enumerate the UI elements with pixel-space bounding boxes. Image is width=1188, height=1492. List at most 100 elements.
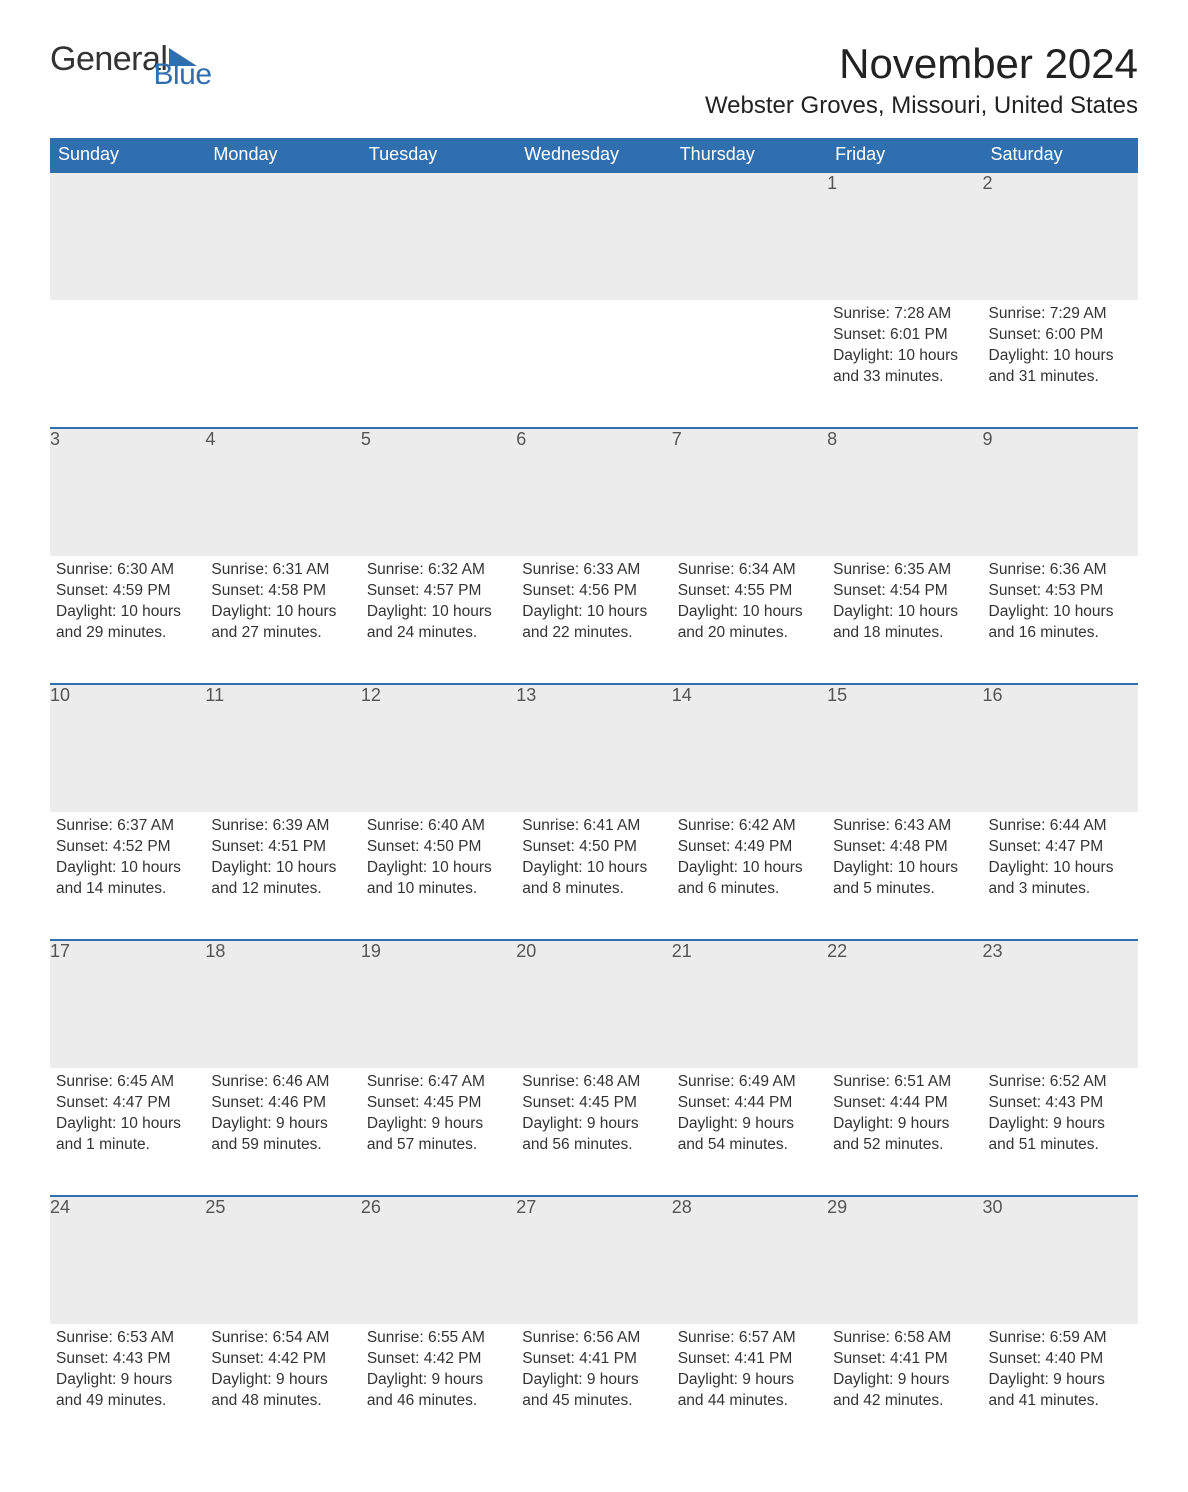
day-number: 12	[361, 684, 516, 812]
sunset-line: Sunset: 4:44 PM	[678, 1093, 821, 1114]
sunrise-line: Sunrise: 6:58 AM	[833, 1328, 976, 1349]
sunrise-line: Sunrise: 6:57 AM	[678, 1328, 821, 1349]
day-cell: Sunrise: 6:30 AMSunset: 4:59 PMDaylight:…	[50, 556, 205, 654]
sunrise-line: Sunrise: 6:53 AM	[56, 1328, 199, 1349]
sunrise-line: Sunrise: 6:34 AM	[678, 560, 821, 581]
day-number: 18	[205, 940, 360, 1068]
day-cell: Sunrise: 6:32 AMSunset: 4:57 PMDaylight:…	[361, 556, 516, 654]
sunset-line: Sunset: 6:01 PM	[833, 325, 976, 346]
day-number: 14	[672, 684, 827, 812]
calendar-cell: Sunrise: 6:34 AMSunset: 4:55 PMDaylight:…	[672, 556, 827, 684]
calendar-cell: Sunrise: 6:53 AMSunset: 4:43 PMDaylight:…	[50, 1324, 205, 1452]
sunset-line: Sunset: 6:00 PM	[989, 325, 1132, 346]
empty-cell	[205, 172, 360, 300]
day-number: 1	[827, 172, 982, 300]
sunrise-line: Sunrise: 6:55 AM	[367, 1328, 510, 1349]
empty-cell	[516, 300, 671, 428]
sunrise-line: Sunrise: 6:47 AM	[367, 1072, 510, 1093]
day-cell: Sunrise: 6:40 AMSunset: 4:50 PMDaylight:…	[361, 812, 516, 910]
day-cell: Sunrise: 6:58 AMSunset: 4:41 PMDaylight:…	[827, 1324, 982, 1422]
sunset-line: Sunset: 4:43 PM	[989, 1093, 1132, 1114]
sunrise-line: Sunrise: 6:59 AM	[989, 1328, 1132, 1349]
calendar-cell: Sunrise: 6:45 AMSunset: 4:47 PMDaylight:…	[50, 1068, 205, 1196]
daylight-line: Daylight: 10 hours and 33 minutes.	[833, 346, 976, 388]
calendar-cell: Sunrise: 6:40 AMSunset: 4:50 PMDaylight:…	[361, 812, 516, 940]
day-number: 15	[827, 684, 982, 812]
sunset-line: Sunset: 4:43 PM	[56, 1349, 199, 1370]
day-number: 2	[983, 172, 1138, 300]
sunset-line: Sunset: 4:45 PM	[367, 1093, 510, 1114]
day-number: 9	[983, 428, 1138, 556]
sunset-line: Sunset: 4:46 PM	[211, 1093, 354, 1114]
daylight-line: Daylight: 10 hours and 16 minutes.	[989, 602, 1132, 644]
daylight-line: Daylight: 9 hours and 49 minutes.	[56, 1370, 199, 1412]
day-cell: Sunrise: 6:36 AMSunset: 4:53 PMDaylight:…	[983, 556, 1138, 654]
day-cell: Sunrise: 6:48 AMSunset: 4:45 PMDaylight:…	[516, 1068, 671, 1166]
day-number: 21	[672, 940, 827, 1068]
daylight-line: Daylight: 10 hours and 5 minutes.	[833, 858, 976, 900]
empty-cell	[361, 172, 516, 300]
sunrise-line: Sunrise: 6:41 AM	[522, 816, 665, 837]
calendar-cell: Sunrise: 6:52 AMSunset: 4:43 PMDaylight:…	[983, 1068, 1138, 1196]
sunset-line: Sunset: 4:45 PM	[522, 1093, 665, 1114]
day-number: 13	[516, 684, 671, 812]
sunrise-line: Sunrise: 6:39 AM	[211, 816, 354, 837]
daylight-line: Daylight: 10 hours and 31 minutes.	[989, 346, 1132, 388]
daylight-line: Daylight: 10 hours and 6 minutes.	[678, 858, 821, 900]
day-number: 5	[361, 428, 516, 556]
daylight-line: Daylight: 9 hours and 46 minutes.	[367, 1370, 510, 1412]
calendar-cell: Sunrise: 6:59 AMSunset: 4:40 PMDaylight:…	[983, 1324, 1138, 1452]
calendar-cell: Sunrise: 6:56 AMSunset: 4:41 PMDaylight:…	[516, 1324, 671, 1452]
day-number: 29	[827, 1196, 982, 1324]
calendar-cell: Sunrise: 6:58 AMSunset: 4:41 PMDaylight:…	[827, 1324, 982, 1452]
sunrise-line: Sunrise: 6:46 AM	[211, 1072, 354, 1093]
sunset-line: Sunset: 4:56 PM	[522, 581, 665, 602]
sunset-line: Sunset: 4:42 PM	[367, 1349, 510, 1370]
day-cell: Sunrise: 6:34 AMSunset: 4:55 PMDaylight:…	[672, 556, 827, 654]
day-number: 10	[50, 684, 205, 812]
day-number: 4	[205, 428, 360, 556]
calendar-cell: Sunrise: 6:46 AMSunset: 4:46 PMDaylight:…	[205, 1068, 360, 1196]
day-number: 16	[983, 684, 1138, 812]
daylight-line: Daylight: 9 hours and 44 minutes.	[678, 1370, 821, 1412]
day-number: 6	[516, 428, 671, 556]
empty-cell	[205, 300, 360, 428]
daylight-line: Daylight: 9 hours and 45 minutes.	[522, 1370, 665, 1412]
daylight-line: Daylight: 10 hours and 8 minutes.	[522, 858, 665, 900]
day-cell: Sunrise: 6:37 AMSunset: 4:52 PMDaylight:…	[50, 812, 205, 910]
daylight-line: Daylight: 9 hours and 41 minutes.	[989, 1370, 1132, 1412]
calendar-table: SundayMondayTuesdayWednesdayThursdayFrid…	[50, 138, 1138, 1452]
calendar-cell: Sunrise: 6:54 AMSunset: 4:42 PMDaylight:…	[205, 1324, 360, 1452]
daylight-line: Daylight: 9 hours and 42 minutes.	[833, 1370, 976, 1412]
sunset-line: Sunset: 4:55 PM	[678, 581, 821, 602]
daylight-line: Daylight: 9 hours and 48 minutes.	[211, 1370, 354, 1412]
day-cell: Sunrise: 6:57 AMSunset: 4:41 PMDaylight:…	[672, 1324, 827, 1422]
calendar-cell: Sunrise: 6:57 AMSunset: 4:41 PMDaylight:…	[672, 1324, 827, 1452]
calendar-cell: Sunrise: 6:48 AMSunset: 4:45 PMDaylight:…	[516, 1068, 671, 1196]
day-cell: Sunrise: 6:43 AMSunset: 4:48 PMDaylight:…	[827, 812, 982, 910]
day-cell: Sunrise: 6:31 AMSunset: 4:58 PMDaylight:…	[205, 556, 360, 654]
sunset-line: Sunset: 4:40 PM	[989, 1349, 1132, 1370]
day-cell: Sunrise: 6:47 AMSunset: 4:45 PMDaylight:…	[361, 1068, 516, 1166]
day-number: 27	[516, 1196, 671, 1324]
daylight-line: Daylight: 10 hours and 3 minutes.	[989, 858, 1132, 900]
sunrise-line: Sunrise: 6:30 AM	[56, 560, 199, 581]
day-cell: Sunrise: 6:45 AMSunset: 4:47 PMDaylight:…	[50, 1068, 205, 1166]
daylight-line: Daylight: 10 hours and 12 minutes.	[211, 858, 354, 900]
day-cell: Sunrise: 6:49 AMSunset: 4:44 PMDaylight:…	[672, 1068, 827, 1166]
calendar-cell: Sunrise: 6:55 AMSunset: 4:42 PMDaylight:…	[361, 1324, 516, 1452]
sunrise-line: Sunrise: 6:40 AM	[367, 816, 510, 837]
calendar-cell: Sunrise: 6:41 AMSunset: 4:50 PMDaylight:…	[516, 812, 671, 940]
empty-cell	[672, 300, 827, 428]
month-title: November 2024	[705, 40, 1138, 88]
calendar-header-row: SundayMondayTuesdayWednesdayThursdayFrid…	[50, 138, 1138, 172]
day-number: 19	[361, 940, 516, 1068]
calendar-cell: Sunrise: 6:47 AMSunset: 4:45 PMDaylight:…	[361, 1068, 516, 1196]
sunset-line: Sunset: 4:50 PM	[367, 837, 510, 858]
daylight-line: Daylight: 10 hours and 22 minutes.	[522, 602, 665, 644]
sunset-line: Sunset: 4:59 PM	[56, 581, 199, 602]
calendar-cell: Sunrise: 7:28 AMSunset: 6:01 PMDaylight:…	[827, 300, 982, 428]
empty-cell	[50, 172, 205, 300]
sunset-line: Sunset: 4:51 PM	[211, 837, 354, 858]
sunset-line: Sunset: 4:44 PM	[833, 1093, 976, 1114]
